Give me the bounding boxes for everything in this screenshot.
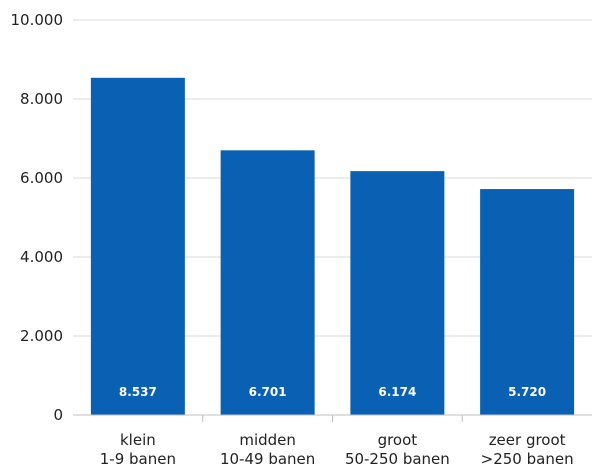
category-label: 1-9 banen — [100, 450, 176, 468]
y-tick-label: 2.000 — [20, 327, 63, 345]
category-label: zeer groot — [489, 431, 566, 449]
bars: 8.537 6.701 6.174 5.720 — [90, 77, 575, 416]
category-label: 50-250 banen — [345, 450, 450, 468]
bar-value-label: 8.537 — [119, 385, 157, 399]
bar — [220, 150, 315, 416]
bar — [90, 77, 185, 415]
y-tick-label: 0 — [53, 406, 63, 424]
bar-value-label: 6.174 — [378, 385, 416, 399]
x-axis — [73, 414, 592, 422]
category-label: 10-49 banen — [220, 450, 315, 468]
category-label: klein — [120, 431, 156, 449]
y-tick-label: 10.000 — [11, 11, 64, 29]
bar-value-label: 6.701 — [249, 385, 287, 399]
y-axis-ticks: 0 2.000 4.000 6.000 8.000 10.000 — [11, 11, 64, 424]
bar-value-label: 5.720 — [508, 385, 546, 399]
category-label: >250 banen — [481, 450, 574, 468]
category-label: midden — [239, 431, 296, 449]
category-label: groot — [378, 431, 418, 449]
y-tick-label: 6.000 — [20, 169, 63, 187]
bar — [350, 171, 445, 415]
bar — [480, 189, 575, 415]
y-tick-label: 8.000 — [20, 90, 63, 108]
y-tick-label: 4.000 — [20, 248, 63, 266]
